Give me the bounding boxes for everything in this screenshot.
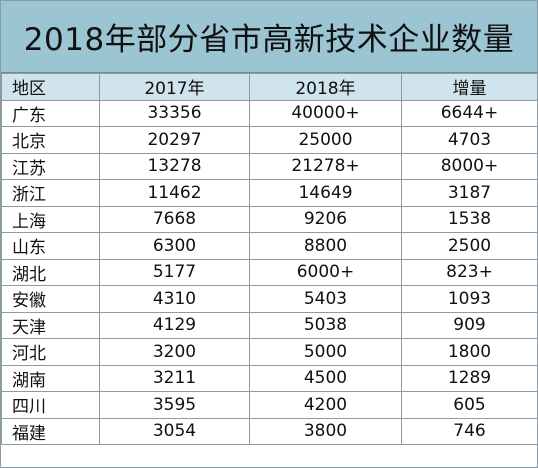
table-title: 2018年部分省市高新技术企业数量 — [1, 1, 537, 73]
cell-2018: 9206 — [249, 205, 402, 233]
cell-increase: 2500 — [401, 232, 538, 260]
cell-2018: 6000+ — [249, 258, 402, 286]
table-row: 广东 33356 40000+ 6644+ — [1, 99, 538, 127]
header-2017: 2017年 — [99, 73, 250, 101]
cell-increase: 605 — [401, 391, 538, 419]
table-body: 广东 33356 40000+ 6644+ 北京 20297 25000 4703 江苏 1327… — [1, 99, 538, 445]
table-row: 天津 4129 5038 909 — [1, 311, 538, 339]
cell-2018: 5403 — [249, 285, 402, 313]
cell-2018: 4200 — [249, 391, 402, 419]
cell-2018: 8800 — [249, 232, 402, 260]
cell-2017: 11462 — [99, 179, 250, 207]
cell-2017: 33356 — [99, 99, 250, 127]
cell-region: 安徽 — [1, 285, 100, 313]
cell-increase: 1289 — [401, 364, 538, 392]
header-row: 地区 2017年 2018年 增量 — [1, 73, 538, 101]
table-row: 山东 6300 8800 2500 — [1, 232, 538, 260]
cell-region: 浙江 — [1, 179, 100, 207]
cell-increase: 1093 — [401, 285, 538, 313]
cell-increase: 3187 — [401, 179, 538, 207]
cell-2017: 7668 — [99, 205, 250, 233]
cell-region: 福建 — [1, 417, 100, 445]
cell-2018: 25000 — [249, 126, 402, 154]
cell-region: 湖南 — [1, 364, 100, 392]
table-row: 江苏 13278 21278+ 8000+ — [1, 152, 538, 180]
cell-increase: 4703 — [401, 126, 538, 154]
cell-region: 广东 — [1, 99, 100, 127]
cell-2017: 13278 — [99, 152, 250, 180]
header-increase: 增量 — [401, 73, 538, 101]
cell-region: 天津 — [1, 311, 100, 339]
header-2018: 2018年 — [249, 73, 402, 101]
cell-2017: 3595 — [99, 391, 250, 419]
cell-2017: 5177 — [99, 258, 250, 286]
cell-increase: 1538 — [401, 205, 538, 233]
cell-2017: 3054 — [99, 417, 250, 445]
cell-2017: 4129 — [99, 311, 250, 339]
data-table: 地区 2017年 2018年 增量 广东 33356 40000+ 6644+ 北京 20… — [1, 73, 538, 445]
cell-2018: 5000 — [249, 338, 402, 366]
cell-region: 河北 — [1, 338, 100, 366]
table-row: 湖南 3211 4500 1289 — [1, 364, 538, 392]
cell-2018: 3800 — [249, 417, 402, 445]
table-row: 上海 7668 9206 1538 — [1, 205, 538, 233]
cell-region: 上海 — [1, 205, 100, 233]
cell-region: 江苏 — [1, 152, 100, 180]
cell-increase: 909 — [401, 311, 538, 339]
cell-2018: 21278+ — [249, 152, 402, 180]
cell-increase: 823+ — [401, 258, 538, 286]
cell-2018: 4500 — [249, 364, 402, 392]
table-row: 四川 3595 4200 605 — [1, 391, 538, 419]
cell-2017: 3211 — [99, 364, 250, 392]
cell-2017: 3200 — [99, 338, 250, 366]
cell-2018: 5038 — [249, 311, 402, 339]
cell-region: 湖北 — [1, 258, 100, 286]
table-row: 北京 20297 25000 4703 — [1, 126, 538, 154]
cell-2018: 14649 — [249, 179, 402, 207]
table-row: 安徽 4310 5403 1093 — [1, 285, 538, 313]
cell-2017: 6300 — [99, 232, 250, 260]
cell-increase: 746 — [401, 417, 538, 445]
cell-region: 四川 — [1, 391, 100, 419]
table-row: 福建 3054 3800 746 — [1, 417, 538, 445]
cell-region: 山东 — [1, 232, 100, 260]
table-row: 浙江 11462 14649 3187 — [1, 179, 538, 207]
cell-2017: 20297 — [99, 126, 250, 154]
cell-region: 北京 — [1, 126, 100, 154]
cell-2018: 40000+ — [249, 99, 402, 127]
cell-increase: 1800 — [401, 338, 538, 366]
cell-increase: 8000+ — [401, 152, 538, 180]
cell-increase: 6644+ — [401, 99, 538, 127]
header-region: 地区 — [1, 73, 100, 101]
cell-2017: 4310 — [99, 285, 250, 313]
table-row: 河北 3200 5000 1800 — [1, 338, 538, 366]
table-row: 湖北 5177 6000+ 823+ — [1, 258, 538, 286]
